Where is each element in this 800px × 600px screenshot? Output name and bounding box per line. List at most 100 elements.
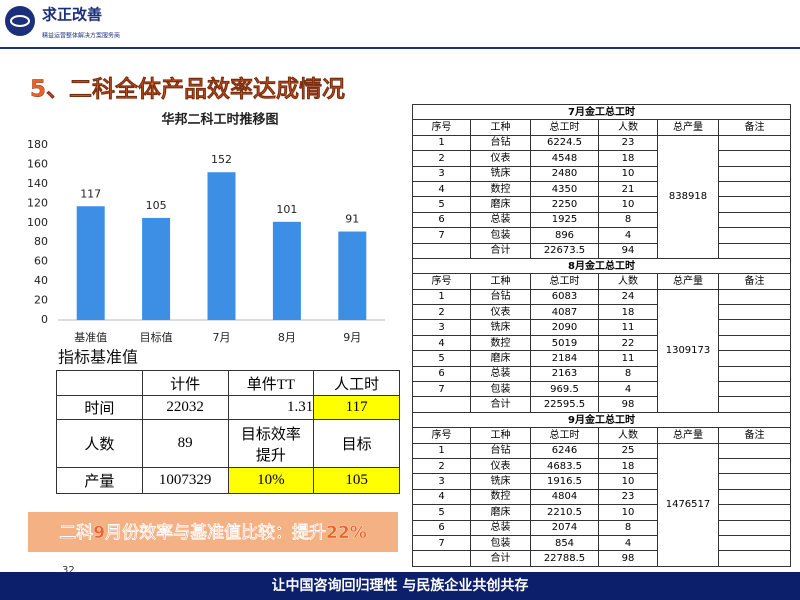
table-cell: 11 (598, 350, 658, 367)
x-tick-label: 基准值 (74, 331, 107, 344)
x-tick-label: 目标值 (140, 330, 173, 344)
table-cell: 8 (598, 519, 658, 536)
bar (76, 206, 105, 320)
y-tick-label: 160 (27, 157, 48, 170)
table-cell: 6 (412, 365, 471, 383)
table-cell: 1 (412, 288, 471, 306)
table-cell: 2210.5 (530, 504, 599, 521)
total-output: 1309173 (657, 288, 719, 413)
table-cell: 7 (412, 227, 471, 244)
y-tick-label: 20 (34, 294, 48, 307)
table-cell: 1916.5 (530, 473, 599, 490)
table-cell: 仪表 (470, 457, 531, 475)
table-cell: 包装 (470, 227, 531, 244)
x-tick-label: 9月 (343, 331, 361, 344)
table-cell: 仪表 (470, 304, 531, 321)
table-cell: 10% (227, 467, 315, 494)
total-cell: 合计 (470, 550, 531, 567)
x-tick-label: 7月 (213, 331, 231, 344)
table-cell: 2250 (530, 196, 599, 213)
table-cell: 10 (598, 165, 658, 182)
footer-text: 让中国咨询回归理性 与民族企业共创共存 (272, 577, 529, 594)
header-cell: 计件 (141, 370, 229, 396)
table-cell: 4087 (530, 304, 599, 321)
table-cell: 11 (598, 319, 658, 336)
table-cell: 铣床 (470, 473, 531, 490)
data-label: 152 (211, 153, 232, 166)
logo-icon-ring (10, 15, 30, 27)
table-cell: 4 (598, 534, 658, 552)
total-cell: 合计 (470, 396, 531, 413)
table-cell: 包装 (470, 381, 531, 398)
y-tick-label: 80 (34, 235, 48, 248)
table-cell: 4350 (530, 180, 599, 198)
header-cell: 人数 (598, 119, 658, 136)
total-output: 1476517 (657, 442, 719, 567)
table-cell (412, 550, 471, 567)
data-label: 101 (276, 203, 297, 216)
table-cell: 目标效率提升 (227, 419, 315, 468)
table-cell: 1925 (530, 211, 599, 229)
header-cell: 总产量 (657, 273, 719, 290)
table-cell: 磨床 (470, 196, 531, 213)
table-cell: 目标 (313, 419, 400, 468)
data-label: 117 (80, 187, 101, 200)
table-cell: 89 (141, 419, 229, 468)
table-cell: 铣床 (470, 165, 531, 182)
data-label: 105 (146, 199, 167, 212)
table-cell: 台钻 (470, 134, 531, 152)
y-tick-label: 180 (27, 138, 48, 151)
table-cell: 2163 (530, 365, 599, 383)
remark-cell (718, 227, 791, 244)
remark-cell (718, 334, 791, 352)
table-cell: 7 (412, 381, 471, 398)
corner-cell (56, 370, 143, 396)
total-cell: 22595.5 (530, 396, 599, 413)
month-title: 7月金工总工时 (412, 103, 791, 121)
total-cell: 98 (598, 396, 658, 413)
table-cell: 2184 (530, 350, 599, 367)
header-cell: 人数 (598, 273, 658, 290)
header-cell: 总产量 (657, 119, 719, 136)
header-cell: 序号 (412, 427, 471, 444)
table-cell: 6224.5 (530, 134, 599, 152)
y-tick-label: 60 (34, 255, 48, 268)
table-cell: 10 (598, 504, 658, 521)
header-cell: 总产量 (657, 427, 719, 444)
table-cell: 6 (412, 211, 471, 229)
table-cell: 23 (598, 134, 658, 152)
table-cell: 4804 (530, 488, 599, 506)
table-cell: 3 (412, 319, 471, 336)
table-cell: 铣床 (470, 319, 531, 336)
table-cell: 磨床 (470, 350, 531, 367)
header-cell: 工种 (470, 273, 531, 290)
table-cell: 1 (412, 442, 471, 459)
header-cell: 序号 (412, 273, 471, 290)
y-tick-label: 40 (34, 274, 48, 287)
header-cell: 单件TT (227, 370, 315, 396)
bar (142, 217, 171, 320)
table-cell: 8 (598, 211, 658, 229)
table-cell (412, 396, 471, 413)
bar (272, 221, 301, 320)
table-cell: 总装 (470, 519, 531, 536)
table-cell: 7 (412, 534, 471, 552)
total-cell: 22788.5 (530, 550, 599, 567)
remark-cell (718, 288, 791, 306)
baseline-table: 计件 单件TT 人工时 时间 22032 1.31 117 人数 89 目标效率提升 目标 产量 100… (56, 370, 400, 494)
total-cell: 合计 (470, 242, 531, 259)
remark-cell (718, 319, 791, 336)
table-cell: 5019 (530, 334, 599, 352)
monthly-tables: 7月金工总工时 序号 工种 总工时 人数 总产量 备注 1 台钻 6224.5 23 838918 2 仪… (412, 103, 791, 567)
header-cell: 工种 (470, 427, 531, 444)
table-cell: 4 (598, 227, 658, 244)
table-cell: 1007329 (141, 467, 229, 494)
table-cell: 4683.5 (530, 457, 599, 475)
table-cell: 22 (598, 334, 658, 352)
table-cell: 24 (598, 288, 658, 306)
y-tick-label: 120 (27, 196, 48, 209)
table-cell: 10 (598, 473, 658, 490)
remark-cell (718, 504, 791, 521)
table-cell: 117 (313, 395, 400, 420)
remark-cell (718, 242, 791, 259)
